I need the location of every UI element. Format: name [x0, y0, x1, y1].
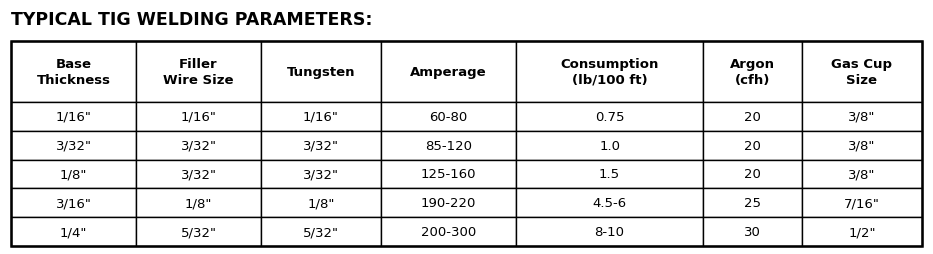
Bar — [11, 217, 136, 246]
Text: Consumption
(lb/100 ft): Consumption (lb/100 ft) — [561, 58, 659, 86]
Bar — [381, 217, 516, 246]
Bar — [516, 217, 703, 246]
Text: 60-80: 60-80 — [429, 110, 467, 123]
Text: 1/8": 1/8" — [60, 168, 88, 181]
Bar — [136, 42, 261, 102]
Bar — [802, 42, 922, 102]
Text: 200-300: 200-300 — [421, 226, 476, 239]
Bar — [11, 42, 922, 246]
Text: 30: 30 — [745, 226, 761, 239]
Text: 85-120: 85-120 — [425, 139, 472, 152]
Text: Amperage: Amperage — [410, 66, 487, 78]
Text: 1/2": 1/2" — [848, 226, 876, 239]
Text: 3/8": 3/8" — [848, 168, 876, 181]
Text: 1/8": 1/8" — [307, 197, 335, 210]
Bar — [136, 160, 261, 189]
Bar — [516, 189, 703, 217]
Bar — [802, 160, 922, 189]
Text: 1/16": 1/16" — [303, 110, 339, 123]
Bar — [516, 131, 703, 160]
Text: 3/32": 3/32" — [180, 168, 216, 181]
Text: 7/16": 7/16" — [844, 197, 880, 210]
Text: Base
Thickness: Base Thickness — [36, 58, 111, 86]
Bar — [11, 102, 136, 131]
Bar — [381, 102, 516, 131]
Bar — [261, 131, 381, 160]
Bar — [802, 189, 922, 217]
Text: Gas Cup
Size: Gas Cup Size — [831, 58, 893, 86]
Bar — [802, 217, 922, 246]
Text: 1/16": 1/16" — [56, 110, 91, 123]
Bar — [261, 42, 381, 102]
Bar — [261, 189, 381, 217]
Text: 3/32": 3/32" — [180, 139, 216, 152]
Text: 1.5: 1.5 — [599, 168, 620, 181]
Text: 8-10: 8-10 — [594, 226, 624, 239]
Text: Tungsten: Tungsten — [286, 66, 355, 78]
Text: Argon
(cfh): Argon (cfh) — [731, 58, 775, 86]
Text: 3/32": 3/32" — [303, 139, 339, 152]
Text: TYPICAL TIG WELDING PARAMETERS:: TYPICAL TIG WELDING PARAMETERS: — [11, 11, 372, 29]
Text: 3/8": 3/8" — [848, 110, 876, 123]
Text: 20: 20 — [745, 110, 761, 123]
Bar — [11, 131, 136, 160]
Text: 5/32": 5/32" — [180, 226, 216, 239]
Bar — [703, 42, 802, 102]
Bar — [703, 217, 802, 246]
Bar — [703, 189, 802, 217]
Bar — [516, 102, 703, 131]
Text: 3/8": 3/8" — [848, 139, 876, 152]
Bar — [11, 42, 922, 246]
Text: 20: 20 — [745, 139, 761, 152]
Text: 1/16": 1/16" — [181, 110, 216, 123]
Bar — [136, 217, 261, 246]
Bar — [136, 102, 261, 131]
Bar — [381, 131, 516, 160]
Text: 1/8": 1/8" — [185, 197, 212, 210]
Bar — [136, 189, 261, 217]
Text: 5/32": 5/32" — [303, 226, 339, 239]
Bar — [11, 42, 136, 102]
Bar — [703, 131, 802, 160]
Bar — [381, 160, 516, 189]
Text: 1.0: 1.0 — [599, 139, 620, 152]
Bar — [703, 102, 802, 131]
Text: 3/32": 3/32" — [303, 168, 339, 181]
Bar — [703, 160, 802, 189]
Bar — [261, 217, 381, 246]
Text: 1/4": 1/4" — [60, 226, 88, 239]
Text: 190-220: 190-220 — [421, 197, 476, 210]
Bar — [11, 160, 136, 189]
Bar — [261, 102, 381, 131]
Text: 0.75: 0.75 — [595, 110, 624, 123]
Text: 25: 25 — [745, 197, 761, 210]
Text: Filler
Wire Size: Filler Wire Size — [163, 58, 234, 86]
Text: 3/32": 3/32" — [56, 139, 91, 152]
Bar — [261, 160, 381, 189]
Bar — [802, 102, 922, 131]
Bar — [381, 42, 516, 102]
Bar — [136, 131, 261, 160]
Text: 3/16": 3/16" — [56, 197, 91, 210]
Bar — [516, 160, 703, 189]
Text: 20: 20 — [745, 168, 761, 181]
Bar — [381, 189, 516, 217]
Text: 4.5-6: 4.5-6 — [592, 197, 627, 210]
Text: 125-160: 125-160 — [421, 168, 476, 181]
Bar — [802, 131, 922, 160]
Bar — [516, 42, 703, 102]
Bar — [11, 189, 136, 217]
